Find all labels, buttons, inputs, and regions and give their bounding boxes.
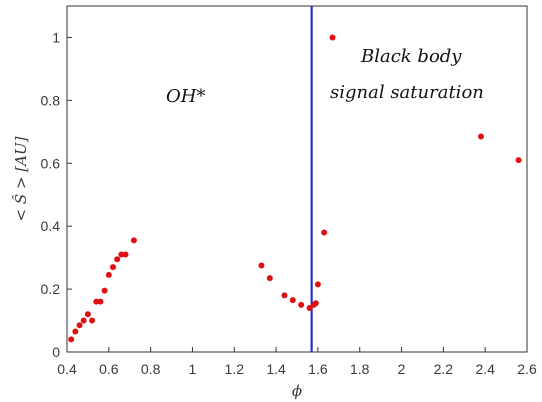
annotation-black-body: Black body [360,46,462,67]
x-tick-label: 1.8 [350,361,370,377]
data-point [97,298,104,305]
data-point [84,311,91,318]
data-point [89,317,96,324]
x-tick-label: 1.2 [225,361,245,377]
x-tick-label: 2.2 [434,361,454,377]
data-point [72,328,79,335]
data-point [110,264,116,271]
x-tick-label: 0.8 [141,361,161,377]
y-tick-label: 0.2 [41,281,61,297]
x-tick-label: 0.6 [99,361,119,377]
data-point [298,301,305,308]
y-tick-label: 1 [52,29,60,45]
x-tick-label: 2.4 [475,361,495,377]
annotation-oh: OH* [166,86,205,107]
data-point [312,300,319,307]
y-axis-label: < Ŝ > [AU] [12,136,30,221]
data-point [258,262,265,269]
data-point [314,281,321,288]
data-point [118,251,125,258]
data-point [114,256,121,263]
y-axis-ticks: 0 0.2 0.4 0.6 0.8 1 [41,29,72,360]
x-tick-label: 0.4 [57,361,77,377]
data-point [80,317,87,324]
x-tick-label: 1.4 [266,361,286,377]
data-point [306,304,313,311]
x-tick-label: 2.6 [517,361,537,377]
data-point [321,229,328,236]
data-point [478,133,484,140]
x-tick-label: 1 [189,361,197,377]
y-tick-label: 0.6 [41,155,61,171]
y-tick-label: 0 [52,344,60,360]
data-point [515,157,522,164]
x-tick-label: 1.6 [308,361,328,377]
data-point [101,287,108,294]
y-tick-label: 0.8 [41,92,61,108]
plot-frame [66,5,528,353]
data-points [68,34,522,343]
x-axis-label: ϕ [292,382,302,400]
x-axis-ticks: 0.4 0.6 0.8 1 1.2 1.4 1.6 1.8 2 2.2 2.4 2.6 [57,347,537,377]
x-tick-label: 2 [398,361,406,377]
data-point [266,275,273,282]
data-point [130,237,137,244]
data-point [329,34,336,41]
data-point [76,322,83,329]
data-point [289,297,296,304]
data-point [122,251,129,258]
annotation-signal-saturation: signal saturation [330,82,484,103]
data-point [68,336,75,343]
data-point [105,271,112,278]
y-tick-label: 0.4 [41,218,61,234]
data-point [93,298,100,305]
data-point [281,292,288,299]
